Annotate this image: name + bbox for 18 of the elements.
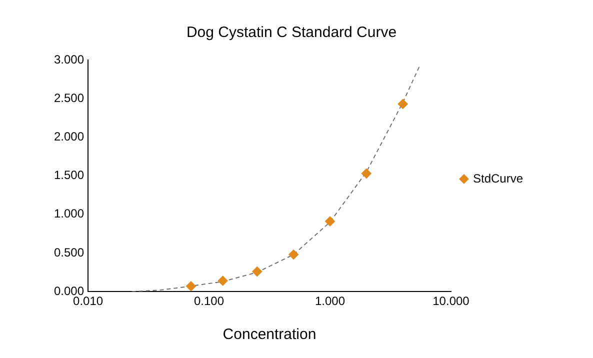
- x-tick-label: 0.100: [194, 294, 224, 308]
- point: [361, 168, 372, 178]
- y-tick-label: 1.500: [54, 168, 84, 182]
- x-tick-label: 10.000: [432, 294, 470, 308]
- y-tick-label: 1.000: [54, 206, 84, 221]
- point: [398, 99, 408, 110]
- y-tick-label: 0.500: [54, 245, 84, 260]
- chart-title: Dog Cystatin C Standard Curve: [186, 24, 397, 42]
- point: [288, 250, 299, 260]
- legend-label: StdCurve: [472, 171, 524, 186]
- point: [252, 266, 262, 277]
- x-axis-title: Concentration: [222, 326, 316, 344]
- y-tick-label: 2.500: [54, 90, 84, 105]
- x-tick-label: 1.000: [314, 294, 346, 308]
- point: [324, 216, 335, 226]
- y-tick-label: 3.000: [54, 52, 84, 66]
- point: [218, 276, 228, 286]
- y-tick-label: 2.000: [54, 130, 84, 144]
